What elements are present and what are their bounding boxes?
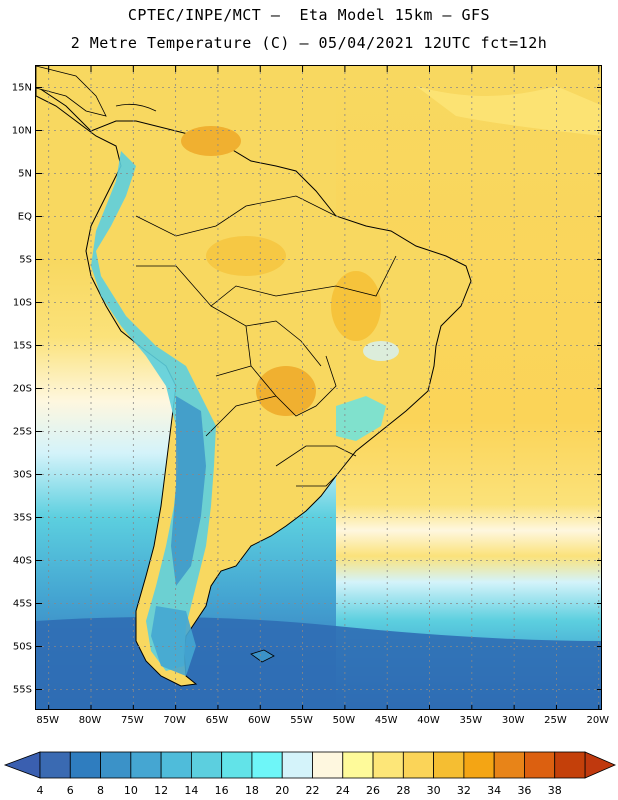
colorbar-label: 4 [37, 784, 44, 797]
colorbar-label: 38 [548, 784, 562, 797]
colorbar-swatch [342, 751, 374, 779]
lat-label: 5S [19, 255, 32, 266]
title-line-1: CPTEC/INPE/MCT – Eta Model 15km – GFS [127, 6, 491, 24]
colorbar-swatch [221, 751, 253, 779]
temperature-map [36, 66, 601, 709]
colorbar-label: 20 [275, 784, 289, 797]
caribbean-coast [115, 103, 157, 112]
lat-label: 10N [12, 126, 32, 137]
central-america [36, 66, 107, 117]
graticule [36, 66, 601, 709]
lon-label: 70W [163, 715, 186, 726]
colorbar-swatch [524, 751, 556, 779]
lon-label: 65W [206, 715, 229, 726]
colorbar-swatch [251, 751, 283, 779]
lat-label: 15N [12, 83, 32, 94]
colorbar-label: 22 [306, 784, 320, 797]
colorbar: 4 6 8 10 12 14 16 18 20 22 24 26 28 30 32 34 36 38 [3, 751, 617, 797]
lon-label: 60W [248, 715, 271, 726]
lat-label: 40S [13, 556, 32, 567]
patagonia-cold [151, 606, 196, 676]
colorbar-swatch [493, 751, 525, 779]
colorbar-swatch [160, 751, 192, 779]
lat-label: 5N [18, 169, 32, 180]
lat-label: 10S [13, 298, 32, 309]
colorbar-high-arrow [584, 751, 617, 779]
colorbar-swatch [554, 751, 586, 779]
lat-label: 30S [13, 470, 32, 481]
hot-spot-chaco [256, 366, 316, 416]
lon-label: 55W [290, 715, 313, 726]
axis-ticks [36, 66, 601, 709]
hot-spot-venezuela [181, 126, 241, 156]
falkland-islands [250, 649, 275, 663]
lon-label: 50W [333, 715, 356, 726]
colorbar-swatch [433, 751, 465, 779]
colorbar-label: 14 [184, 784, 198, 797]
warm-amazon [206, 236, 286, 276]
south-america-landmass [36, 85, 472, 687]
lon-label: 35W [460, 715, 483, 726]
hot-spot-central-brazil [331, 271, 381, 341]
colorbar-swatch [130, 751, 162, 779]
lat-label: 25S [13, 427, 32, 438]
latitude-labels: 15N 10N 5N EQ 5S 10S 15S 20S 25S 30S 35S 40S 45S 50S 5… [12, 83, 32, 696]
lon-label: 75W [121, 715, 144, 726]
lon-label: 20W [586, 715, 609, 726]
colorbar-label: 24 [336, 784, 350, 797]
lon-label: 40W [417, 715, 440, 726]
colorbar-label: 36 [517, 784, 531, 797]
lon-label: 80W [79, 715, 102, 726]
lat-label: 50S [13, 642, 32, 653]
se-brazil-cool [336, 396, 386, 441]
country-borders [135, 195, 397, 487]
lat-label: 55S [13, 685, 32, 696]
warm-patch-north [416, 86, 601, 136]
colorbar-label: 26 [366, 784, 380, 797]
colorbar-label: 18 [245, 784, 259, 797]
lat-label: EQ [18, 212, 32, 223]
colorbar-label: 32 [457, 784, 471, 797]
lat-label: 15S [13, 341, 32, 352]
colorbar-swatch [69, 751, 101, 779]
lon-label: 45W [375, 715, 398, 726]
title-line-2: 2 Metre Temperature (C) – 05/04/2021 12U… [70, 34, 548, 52]
colorbar-label: 10 [124, 784, 138, 797]
colorbar-swatch [402, 751, 435, 779]
colorbar-swatch [463, 751, 495, 779]
colorbar-swatch [281, 751, 313, 779]
colorbar-swatch [372, 751, 404, 779]
colorbar-swatch [312, 751, 344, 779]
lat-label: 35S [13, 513, 32, 524]
andes-coldest-core [171, 396, 206, 586]
colorbar-label: 8 [97, 784, 104, 797]
colorbar-swatch [39, 751, 71, 779]
lon-label: 30W [502, 715, 525, 726]
minas-cool [363, 341, 399, 361]
lat-label: 20S [13, 384, 32, 395]
longitude-labels: 85W 80W 75W 70W 65W 60W 55W 50W 45W 40W 35W 30W 25W 2… [36, 715, 609, 726]
lon-label: 85W [36, 715, 59, 726]
colorbar-label: 6 [67, 784, 74, 797]
colorbar-swatch [100, 751, 132, 779]
colorbar-label: 30 [427, 784, 441, 797]
lat-label: 45S [13, 599, 32, 610]
colorbar-label: 12 [154, 784, 168, 797]
colorbar-label: 16 [215, 784, 229, 797]
lon-label: 25W [544, 715, 567, 726]
colorbar-low-arrow [3, 751, 41, 779]
colorbar-swatch [190, 751, 223, 779]
map-panel [35, 65, 602, 710]
colorbar-label: 28 [396, 784, 410, 797]
colorbar-label: 34 [487, 784, 501, 797]
